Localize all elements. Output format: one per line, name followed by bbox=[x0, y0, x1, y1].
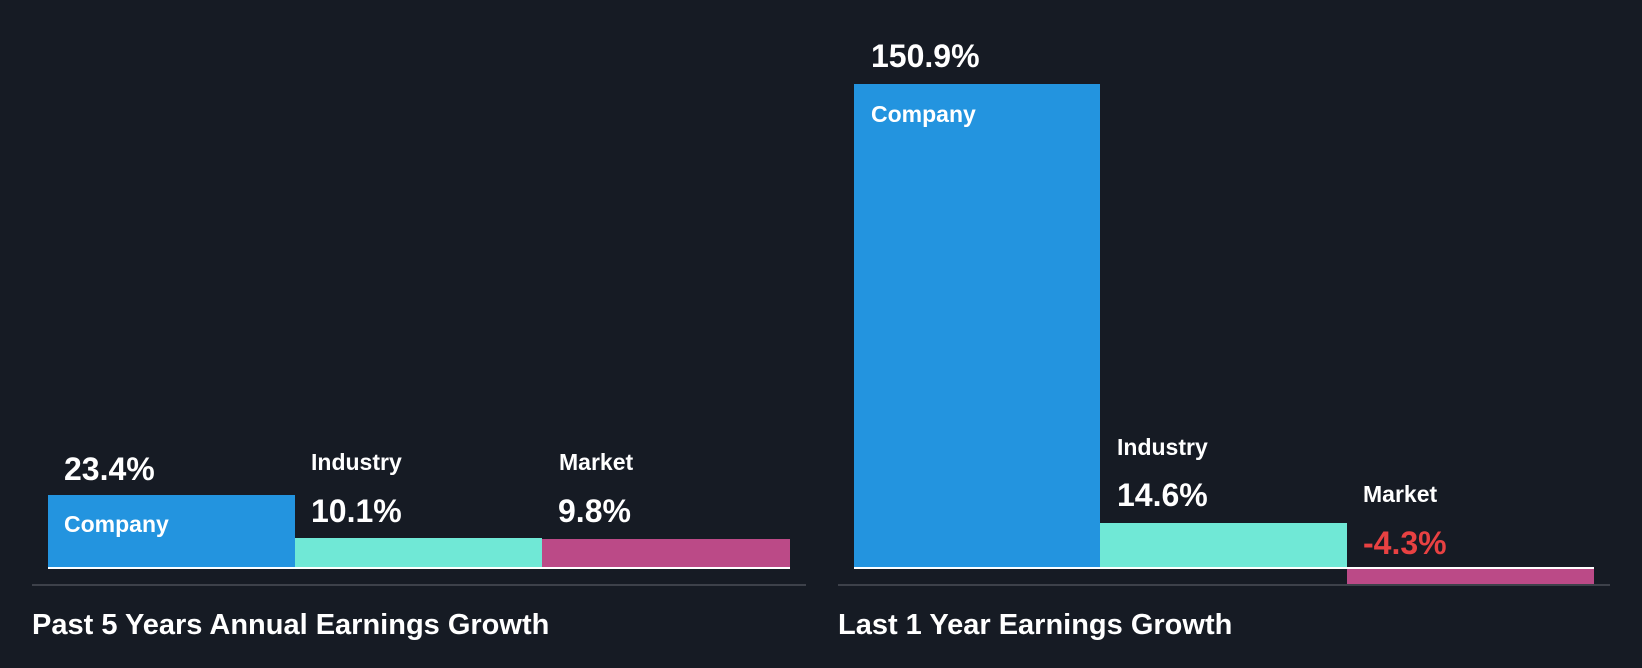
chart-title: Last 1 Year Earnings Growth bbox=[838, 609, 1233, 641]
label-company: Company bbox=[871, 101, 976, 127]
bar-market bbox=[542, 539, 790, 568]
value-industry: 10.1% bbox=[311, 493, 402, 529]
bar-market bbox=[1347, 568, 1594, 584]
label-market: Market bbox=[559, 449, 634, 475]
label-industry: Industry bbox=[311, 449, 402, 475]
value-company: 23.4% bbox=[64, 451, 155, 487]
chart-title: Past 5 Years Annual Earnings Growth bbox=[32, 609, 550, 641]
bar-industry bbox=[295, 538, 542, 568]
value-market: -4.3% bbox=[1363, 525, 1447, 561]
divider bbox=[838, 584, 1610, 586]
bar-company bbox=[854, 84, 1100, 568]
label-company: Company bbox=[64, 511, 169, 537]
value-market: 9.8% bbox=[558, 493, 631, 529]
label-market: Market bbox=[1363, 481, 1438, 507]
value-industry: 14.6% bbox=[1117, 477, 1208, 513]
divider bbox=[32, 584, 806, 586]
bar-company bbox=[48, 495, 295, 568]
baseline bbox=[854, 567, 1594, 569]
value-company: 150.9% bbox=[871, 38, 980, 74]
bar-industry bbox=[1100, 523, 1347, 568]
baseline bbox=[48, 567, 790, 569]
label-industry: Industry bbox=[1117, 434, 1208, 460]
